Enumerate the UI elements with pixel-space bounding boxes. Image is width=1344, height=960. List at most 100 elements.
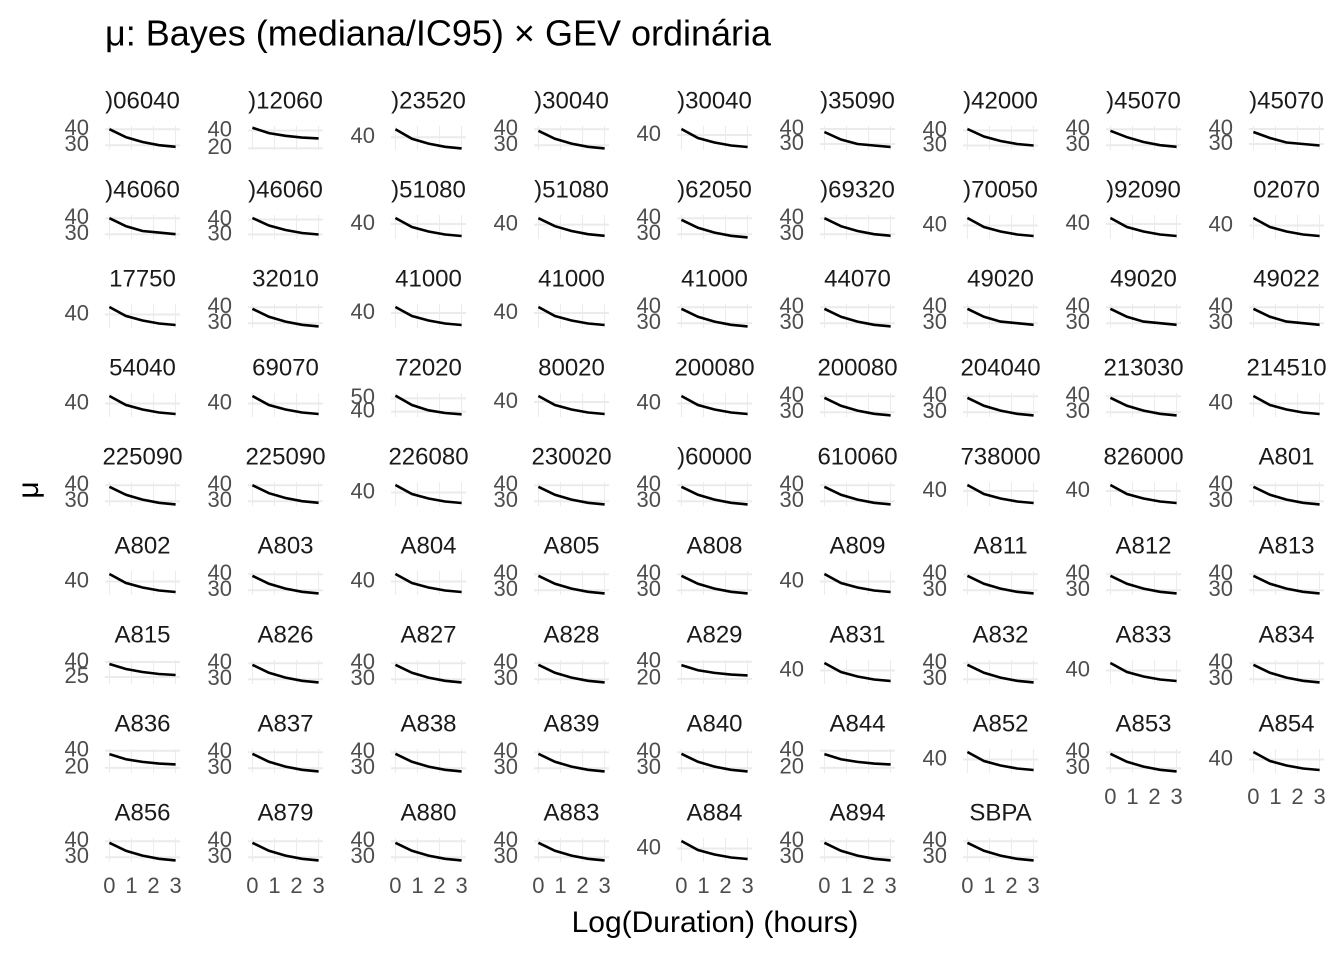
- mu-line: [108, 217, 176, 236]
- strip-label: A844: [829, 710, 885, 737]
- mu-line: [966, 307, 1034, 327]
- y-tick-label: 40: [923, 649, 947, 674]
- y-tick-label: 30: [208, 576, 232, 601]
- mu-line: [680, 307, 748, 328]
- x-tick-label: 2: [433, 873, 445, 898]
- strip-label: 49022: [1253, 265, 1320, 292]
- strip-label: A815: [114, 621, 170, 648]
- strip-label: 49020: [967, 265, 1034, 292]
- y-tick-label: 30: [780, 220, 804, 245]
- y-tick-label: 40: [923, 745, 947, 770]
- strip-label: A836: [114, 710, 170, 737]
- y-tick-label: 40: [923, 477, 947, 502]
- mu-line: [681, 663, 748, 677]
- y-tick-label: 30: [65, 843, 89, 868]
- strip-label: A811: [973, 532, 1027, 559]
- strip-label: A803: [257, 532, 313, 559]
- y-tick-label: 30: [923, 398, 947, 423]
- y-tick-label: 40: [1066, 293, 1090, 318]
- y-tick-label: 30: [65, 131, 89, 156]
- y-tick-label: 40: [923, 827, 947, 852]
- strip-label: )45070: [1249, 87, 1324, 114]
- strip-label: A829: [686, 621, 742, 648]
- x-tick-label: 1: [1126, 784, 1138, 809]
- mu-line: [108, 394, 176, 416]
- y-tick-label: 40: [1066, 738, 1090, 763]
- strip-label: A856: [114, 799, 170, 826]
- y-tick-label: 40: [208, 205, 232, 230]
- y-tick-label: 40: [780, 382, 804, 407]
- y-tick-label: 30: [780, 398, 804, 423]
- strip-label: 213030: [1103, 354, 1183, 381]
- mu-line: [823, 572, 891, 594]
- y-tick-label: 40: [351, 478, 375, 503]
- x-tick-label: 0: [389, 873, 401, 898]
- strip-label: A880: [400, 799, 456, 826]
- mu-line: [1252, 394, 1320, 416]
- y-tick-label: 40: [1209, 115, 1233, 140]
- y-tick-label: 30: [1066, 576, 1090, 601]
- y-tick-label: 30: [1209, 487, 1233, 512]
- x-tick-label: 0: [818, 873, 830, 898]
- y-tick-label: 40: [351, 567, 375, 592]
- strip-label: A853: [1115, 710, 1171, 737]
- y-tick-label: 40: [780, 737, 804, 762]
- y-tick-label: 30: [208, 487, 232, 512]
- strip-label: A831: [829, 621, 885, 648]
- y-tick-label: 30: [637, 487, 661, 512]
- mu-line: [966, 841, 1034, 862]
- y-tick-label: 30: [923, 576, 947, 601]
- mu-line: [680, 394, 748, 416]
- y-tick-label: 40: [780, 293, 804, 318]
- strip-label: 17750: [109, 265, 176, 292]
- mu-line: [394, 841, 462, 862]
- y-tick-label: 40: [351, 123, 375, 148]
- y-tick-label: 30: [780, 130, 804, 155]
- strip-label: )23520: [391, 87, 466, 114]
- mu-line: [537, 663, 605, 684]
- strip-label: 41000: [395, 265, 462, 292]
- y-tick-label: 40: [208, 827, 232, 852]
- strip-label: 80020: [538, 354, 605, 381]
- y-tick-label: 30: [637, 576, 661, 601]
- y-tick-label: 40: [494, 210, 518, 235]
- y-tick-label: 40: [780, 204, 804, 229]
- mu-line: [824, 752, 891, 766]
- y-tick-label: 40: [637, 471, 661, 496]
- y-tick-label: 40: [1066, 560, 1090, 585]
- x-tick-label: 0: [103, 873, 115, 898]
- strip-label: SBPA: [969, 799, 1031, 826]
- strip-label: A884: [686, 799, 742, 826]
- strip-label: A804: [400, 532, 456, 559]
- strip-label: A837: [257, 710, 313, 737]
- y-tick-label: 40: [65, 115, 89, 140]
- mu-line: [537, 752, 605, 773]
- mu-line: [1109, 307, 1177, 327]
- y-tick-label: 30: [208, 665, 232, 690]
- strip-label: )51080: [534, 176, 609, 203]
- y-tick-label: 40: [1209, 560, 1233, 585]
- x-tick-label: 1: [983, 873, 995, 898]
- y-tick-label: 40: [494, 388, 518, 413]
- y-tick-label: 20: [780, 754, 804, 779]
- strip-label: )62050: [677, 176, 752, 203]
- y-tick-label: 30: [494, 576, 518, 601]
- y-tick-label: 40: [208, 389, 232, 414]
- y-tick-label: 40: [780, 656, 804, 681]
- mu-line: [108, 305, 176, 327]
- strip-label: )30040: [677, 87, 752, 114]
- mu-line: [966, 127, 1034, 147]
- y-tick-label: 40: [1066, 382, 1090, 407]
- y-tick-label: 20: [637, 665, 661, 690]
- strip-label: )46060: [248, 176, 323, 203]
- y-tick-label: 30: [1066, 131, 1090, 156]
- mu-line: [251, 663, 319, 684]
- y-tick-label: 30: [1066, 309, 1090, 334]
- mu-line: [251, 484, 319, 505]
- mu-line: [966, 750, 1034, 772]
- mu-line: [680, 839, 748, 861]
- mu-line: [108, 572, 176, 594]
- y-tick-label: 40: [65, 827, 89, 852]
- y-tick-label: 40: [1066, 656, 1090, 681]
